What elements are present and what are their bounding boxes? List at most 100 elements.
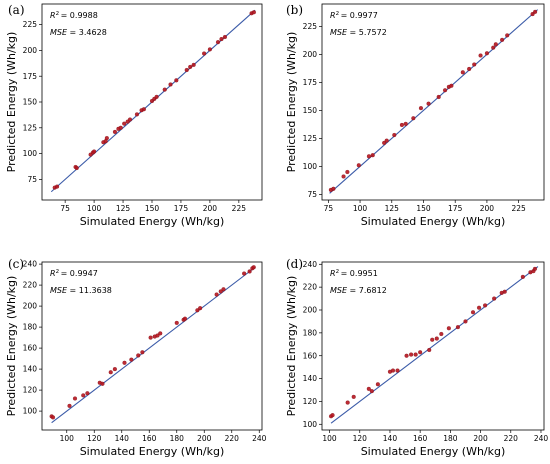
x-tick-label: 200 — [473, 434, 488, 443]
data-point — [427, 347, 432, 353]
x-axis-title: Simulated Energy (Wh/kg) — [361, 215, 506, 228]
data-point — [174, 78, 179, 83]
y-tick-label: 180 — [303, 328, 318, 337]
mse-text: MSE = 7.6812 — [330, 286, 387, 295]
data-point — [195, 308, 200, 313]
y-axis-title: Predicted Energy (Wh/kg) — [285, 32, 298, 173]
mse-text: MSE = 5.7572 — [330, 28, 387, 37]
superscript-2: 2 — [56, 269, 60, 275]
r-squared-value: = 0.9988 — [61, 11, 98, 20]
data-point — [136, 353, 141, 358]
plot-frame — [321, 261, 545, 431]
data-point — [104, 136, 109, 141]
data-point — [443, 88, 448, 93]
data-point — [418, 350, 423, 355]
x-tick-label: 100 — [353, 204, 368, 213]
data-point — [85, 391, 90, 396]
data-point — [493, 42, 498, 47]
data-point — [491, 45, 496, 50]
data-point — [505, 33, 510, 38]
r-squared-value: = 0.9951 — [341, 269, 378, 278]
y-tick-label: 160 — [303, 351, 318, 360]
x-tick-label: 200 — [480, 204, 495, 213]
y-tick-label: 125 — [303, 134, 318, 143]
x-tick-label: 100 — [60, 434, 75, 443]
x-tick-label: 125 — [116, 204, 131, 213]
x-tick-label: 220 — [225, 434, 240, 443]
x-tick-label: 150 — [145, 204, 160, 213]
data-point — [413, 352, 418, 357]
data-point — [483, 303, 488, 308]
x-tick-label: 225 — [511, 204, 526, 213]
x-tick-label: 175 — [448, 204, 463, 213]
y-tick-label: 200 — [23, 302, 38, 311]
data-point — [168, 82, 173, 87]
data-point — [484, 51, 489, 56]
data-point — [345, 169, 350, 175]
data-point — [140, 350, 145, 355]
data-point — [351, 394, 356, 399]
data-point — [67, 403, 72, 408]
data-point — [118, 125, 123, 130]
panel-d: (d) 100 120 140 160 180 200 220 240 100 120 140 160 1… — [285, 257, 548, 458]
plot-frame — [321, 3, 545, 201]
data-point — [55, 184, 60, 189]
data-point — [214, 292, 219, 297]
x-tick-label: 150 — [416, 204, 431, 213]
y-tick-label: 200 — [303, 306, 318, 315]
data-point — [502, 289, 507, 294]
data-point — [251, 265, 256, 270]
y-tick-label: 240 — [303, 260, 318, 269]
data-point — [395, 368, 400, 373]
x-tick-label: 180 — [170, 434, 185, 443]
x-tick-label: 220 — [504, 434, 519, 443]
data-point — [449, 83, 454, 88]
x-tick-label: 225 — [232, 204, 247, 213]
x-tick-label: 200 — [203, 204, 218, 213]
data-point — [50, 415, 56, 420]
data-point — [356, 163, 361, 168]
x-tick-label: 125 — [385, 204, 400, 213]
data-point — [122, 360, 127, 365]
panel-label: (a) — [8, 3, 25, 17]
data-point — [81, 393, 86, 398]
data-point — [366, 386, 371, 391]
data-point — [477, 305, 482, 310]
x-tick-label: 200 — [197, 434, 212, 443]
y-tick-label: 100 — [303, 420, 318, 429]
data-point — [409, 352, 414, 357]
x-axis-title: Simulated Energy (Wh/kg) — [361, 445, 506, 458]
data-point — [500, 37, 505, 42]
y-tick-label: 200 — [23, 46, 38, 55]
r-squared-text: R2 = 0.9951 — [330, 269, 378, 278]
y-tick-label: 240 — [23, 260, 38, 269]
y-tick-label: 125 — [23, 123, 38, 132]
r-squared-label: R — [330, 11, 336, 20]
data-point — [191, 62, 196, 67]
y-tick-label: 175 — [303, 78, 318, 87]
data-point — [390, 368, 396, 373]
x-tick-label: 75 — [60, 204, 70, 213]
superscript-2: 2 — [336, 11, 340, 17]
mse-text: MSE = 11.3638 — [50, 286, 112, 295]
data-point — [202, 51, 207, 56]
y-tick-label: 75 — [27, 175, 37, 184]
data-point — [218, 289, 223, 294]
y-tick-label: 220 — [23, 281, 38, 290]
r-squared-value: = 0.9977 — [341, 11, 378, 20]
mse-value: = 7.6812 — [350, 286, 387, 295]
panel-label: (d) — [286, 257, 303, 271]
x-tick-label: 120 — [87, 434, 102, 443]
data-point — [492, 296, 497, 301]
x-tick-label: 140 — [383, 434, 398, 443]
data-point — [247, 269, 252, 274]
data-point — [134, 112, 139, 117]
y-tick-label: 160 — [23, 344, 38, 353]
data-point — [478, 53, 483, 58]
data-point — [331, 186, 336, 191]
data-point — [92, 149, 97, 154]
data-point — [251, 10, 256, 15]
y-tick-label: 180 — [23, 323, 38, 332]
r-squared-value: = 0.9947 — [61, 269, 98, 278]
data-point — [369, 389, 374, 394]
